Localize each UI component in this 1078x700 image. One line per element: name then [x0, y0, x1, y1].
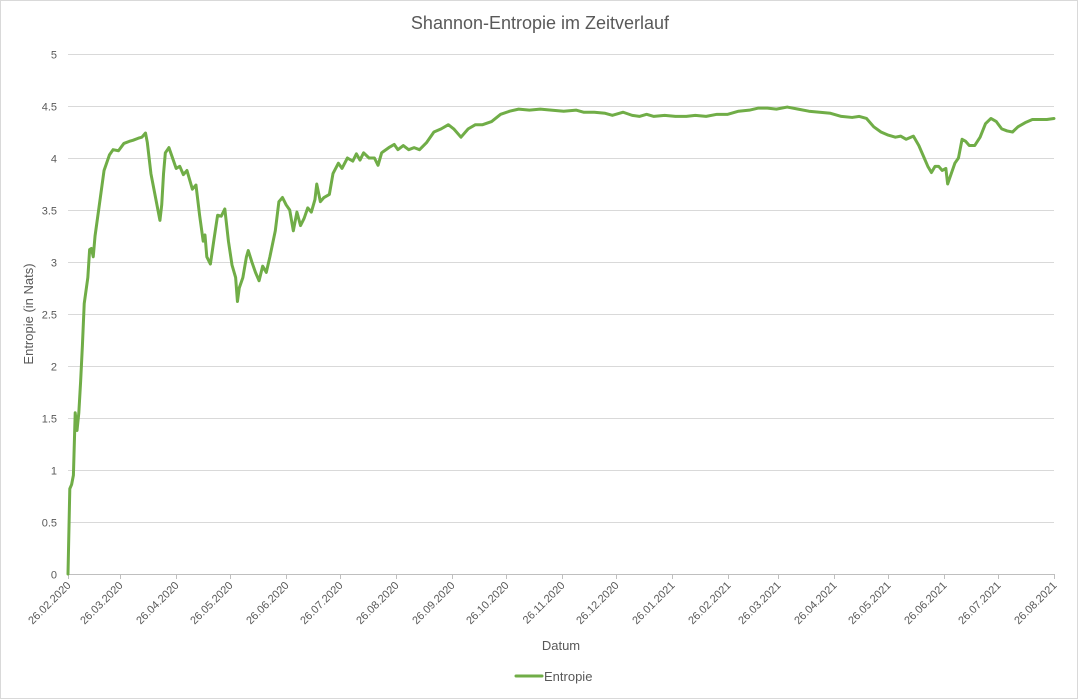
- x-tick-label: 26.06.2021: [902, 580, 949, 627]
- x-tick-label: 26.05.2021: [846, 580, 893, 627]
- x-tick-label: 26.02.2021: [686, 580, 733, 627]
- gridlines: [68, 54, 1054, 523]
- x-tick-label: 26.03.2021: [736, 580, 783, 627]
- series-line-entropie: [66, 105, 1056, 576]
- series-layer: [66, 105, 1056, 576]
- legend: Entropie: [514, 669, 592, 684]
- x-axis-title: Datum: [542, 638, 580, 653]
- x-tick-label: 26.04.2020: [134, 580, 181, 627]
- y-tick-label: 2: [51, 362, 57, 374]
- y-tick-label: 1: [51, 466, 57, 478]
- x-tick-label: 26.11.2020: [521, 580, 568, 627]
- x-tick-label: 26.10.2020: [464, 580, 511, 627]
- y-tick-label: 3: [51, 258, 57, 270]
- x-tick-label: 26.12.2020: [574, 580, 621, 627]
- x-tick-label: 26.04.2021: [792, 580, 839, 627]
- legend-label-entropie: Entropie: [544, 669, 592, 684]
- x-tick-label: 26.08.2020: [354, 580, 401, 627]
- y-tick-label: 0: [51, 570, 57, 582]
- y-tick-label: 4.5: [42, 102, 57, 114]
- x-tick-label: 26.02.2020: [26, 580, 73, 627]
- x-tick-label: 26.06.2020: [244, 580, 291, 627]
- x-tick-label: 26.08.2021: [1012, 580, 1059, 627]
- y-tick-label: 1.5: [42, 414, 57, 426]
- y-tick-label: 0.5: [42, 518, 57, 530]
- x-tick-label: 26.03.2020: [78, 580, 125, 627]
- x-tick-label: 26.09.2020: [410, 580, 457, 627]
- y-tick-label: 4: [51, 154, 57, 166]
- y-tick-label: 5: [51, 50, 57, 62]
- x-tick-label: 26.07.2020: [298, 580, 345, 627]
- chart-title: Shannon-Entropie im Zeitverlauf: [411, 13, 670, 33]
- x-tick-label: 26.05.2020: [188, 580, 235, 627]
- x-tick-label: 26.07.2021: [956, 580, 1003, 627]
- y-tick-label: 2.5: [42, 310, 57, 322]
- y-axis-title: Entropie (in Nats): [21, 263, 36, 364]
- x-tick-label: 26.01.2021: [630, 580, 677, 627]
- y-tick-label: 3.5: [42, 206, 57, 218]
